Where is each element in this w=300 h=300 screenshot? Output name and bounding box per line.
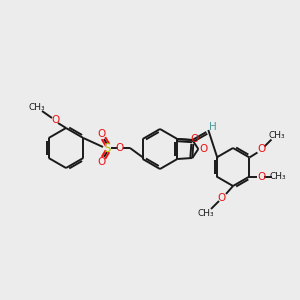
Text: O: O — [218, 193, 226, 203]
Text: CH₃: CH₃ — [198, 208, 214, 217]
Text: O: O — [257, 145, 266, 154]
Text: O: O — [51, 115, 59, 125]
Text: CH₃: CH₃ — [268, 131, 285, 140]
Text: O: O — [257, 172, 266, 182]
Text: O: O — [199, 144, 207, 154]
Text: O: O — [116, 143, 124, 153]
Text: S: S — [103, 142, 111, 154]
Text: CH₃: CH₃ — [269, 172, 286, 181]
Text: O: O — [98, 157, 106, 167]
Text: CH₃: CH₃ — [29, 103, 45, 112]
Text: O: O — [190, 134, 198, 144]
Text: O: O — [98, 129, 106, 139]
Text: H: H — [209, 122, 217, 132]
